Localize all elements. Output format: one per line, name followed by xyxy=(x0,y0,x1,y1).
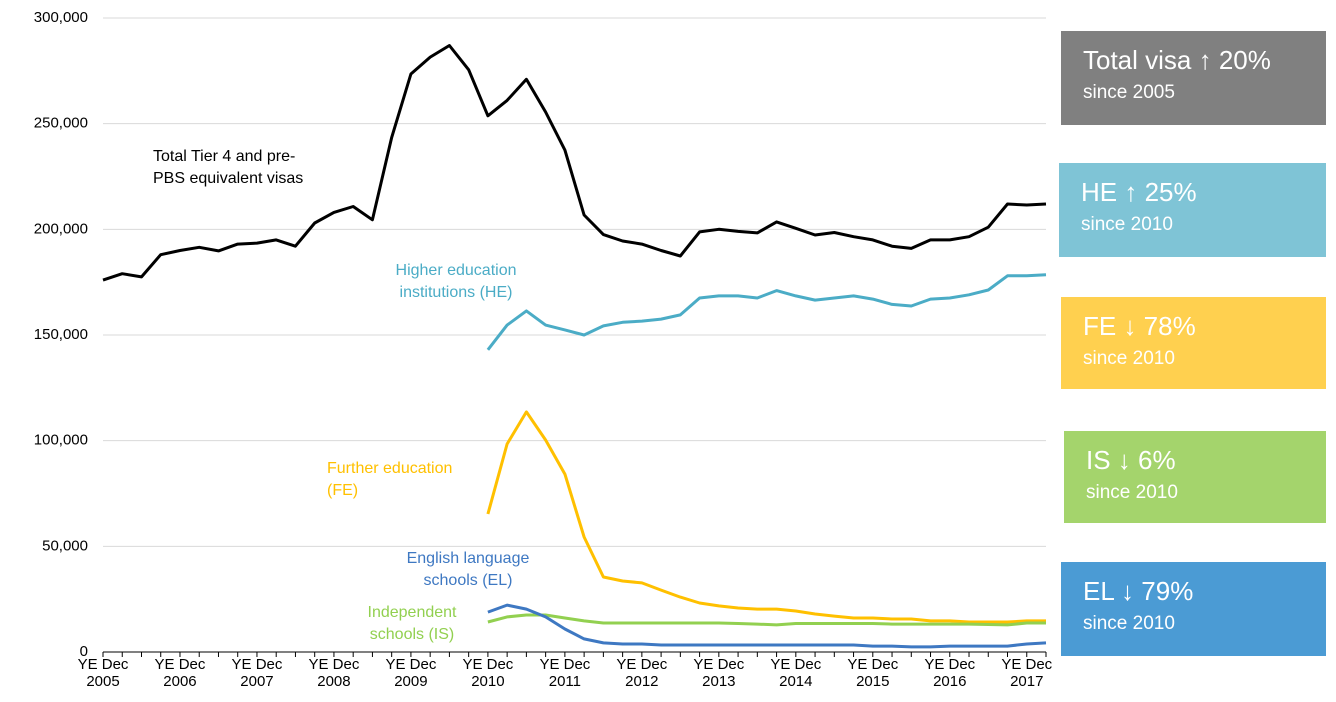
series-line xyxy=(102,44,1047,282)
y-tick-label: 100,000 xyxy=(34,432,88,449)
callout-title: HE ↑ 25% xyxy=(1081,177,1197,207)
series-line xyxy=(487,613,1046,627)
callout-box: IS ↓ 6% since 2010 xyxy=(1064,431,1326,523)
x-tick-label: YE Dec 2005 xyxy=(77,656,129,690)
y-tick-label: 50,000 xyxy=(42,537,88,554)
series-label: Total Tier 4 and pre- PBS equivalent vis… xyxy=(153,148,304,187)
series-label: Independent schools (IS) xyxy=(367,604,457,643)
series-label: Further education (FE) xyxy=(327,460,453,499)
callout-box: HE ↑ 25% since 2010 xyxy=(1059,163,1326,257)
callout-box: FE ↓ 78% since 2010 xyxy=(1061,297,1326,389)
y-tick-label: 0 xyxy=(80,643,88,660)
x-tick-label: YE Dec 2016 xyxy=(924,656,976,690)
callout-subtitle: since 2010 xyxy=(1083,613,1175,634)
callout-title: EL ↓ 79% xyxy=(1083,576,1194,606)
y-tick-label: 250,000 xyxy=(34,115,88,132)
callout-title: FE ↓ 78% xyxy=(1083,311,1196,341)
x-tick-label: YE Dec 2006 xyxy=(154,656,206,690)
x-tick-label: YE Dec 2009 xyxy=(385,656,437,690)
x-tick-label: YE Dec 2011 xyxy=(539,656,591,690)
callout-subtitle: since 2010 xyxy=(1083,348,1175,369)
series-label: English language schools (EL) xyxy=(406,550,530,589)
callout-subtitle: since 2010 xyxy=(1081,214,1173,235)
x-tick-label: YE Dec 2008 xyxy=(308,656,360,690)
x-tick-label: YE Dec 2010 xyxy=(462,656,514,690)
x-tick-label: YE Dec 2007 xyxy=(231,656,283,690)
y-tick-label: 150,000 xyxy=(34,326,88,343)
y-tick-label: 300,000 xyxy=(34,9,88,26)
x-tick-label: YE Dec 2017 xyxy=(1001,656,1053,690)
callout-subtitle: since 2010 xyxy=(1086,482,1178,503)
series-line xyxy=(487,603,1047,649)
x-tick-label: YE Dec 2013 xyxy=(693,656,745,690)
callout-subtitle: since 2005 xyxy=(1083,82,1175,103)
series-line xyxy=(486,410,1046,624)
x-tick-label: YE Dec 2012 xyxy=(616,656,668,690)
series-label: Higher education institutions (HE) xyxy=(395,262,517,301)
callout-box: Total visa ↑ 20% since 2005 xyxy=(1061,31,1326,125)
series-line xyxy=(486,273,1047,351)
callout-box: EL ↓ 79% since 2010 xyxy=(1061,562,1326,656)
x-tick-label: YE Dec 2014 xyxy=(770,656,822,690)
callout-title: IS ↓ 6% xyxy=(1086,445,1176,475)
x-tick-label: YE Dec 2015 xyxy=(847,656,899,690)
callout-title: Total visa ↑ 20% xyxy=(1083,45,1271,75)
y-tick-label: 200,000 xyxy=(34,220,88,237)
